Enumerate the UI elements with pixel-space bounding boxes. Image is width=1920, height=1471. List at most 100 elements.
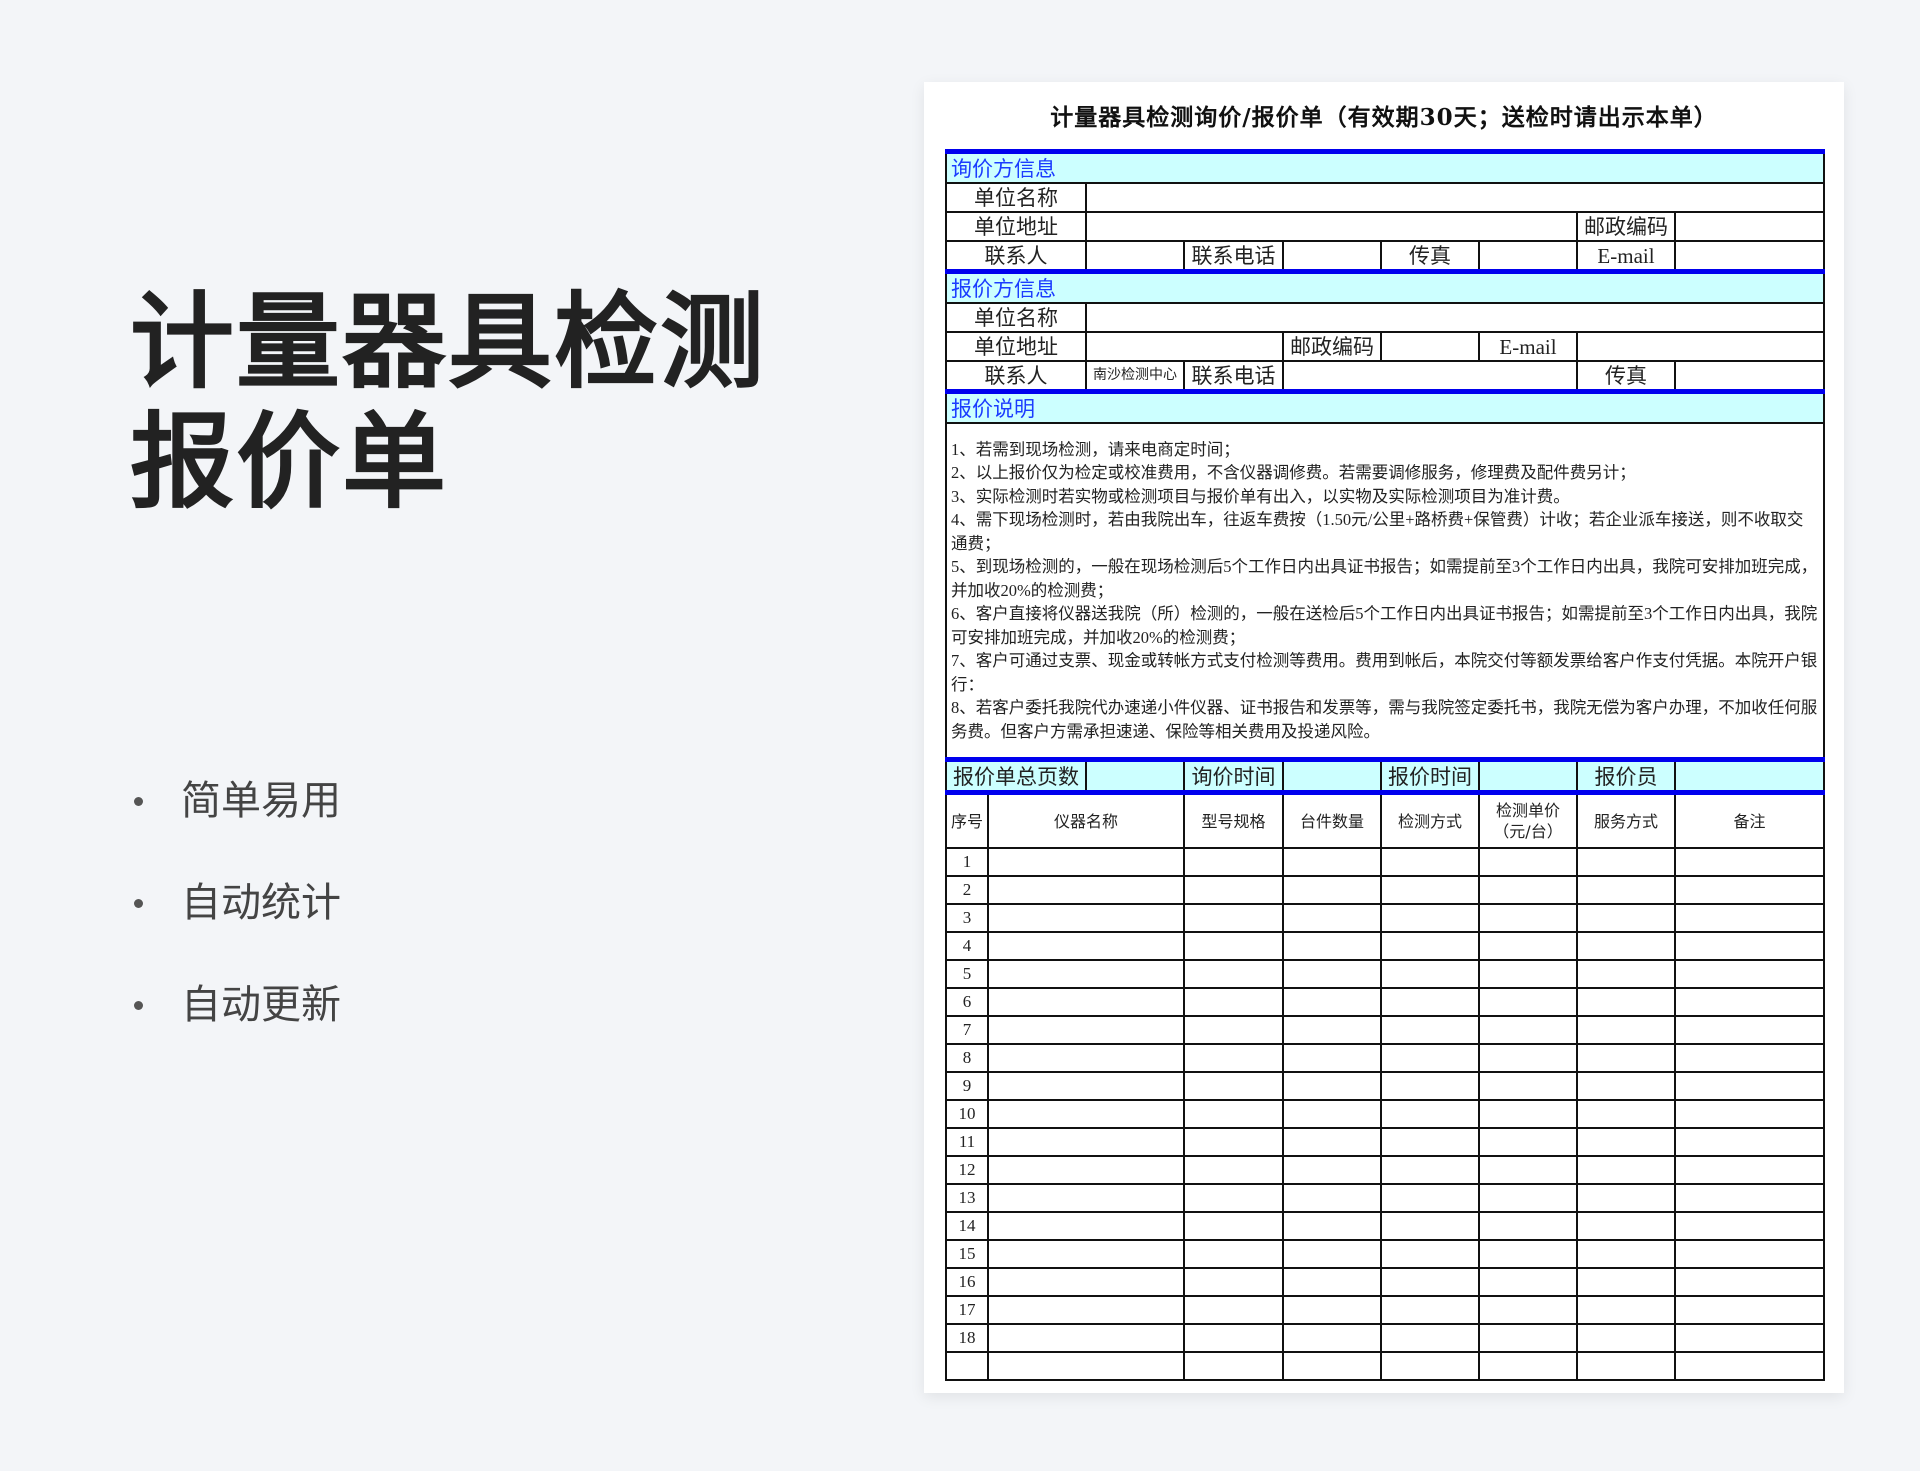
remarks-cell[interactable] [1673,1211,1826,1241]
instrument-cell[interactable] [987,875,1185,905]
model-cell[interactable] [1183,1043,1284,1073]
method-cell[interactable] [1380,1239,1480,1269]
unit-price-cell[interactable] [1478,1351,1578,1381]
quantity-cell[interactable] [1282,847,1382,877]
model-cell[interactable] [1183,1183,1284,1213]
quantity-cell[interactable] [1282,987,1382,1017]
instrument-cell[interactable] [987,1155,1185,1185]
quantity-cell[interactable] [1282,1071,1382,1101]
remarks-cell[interactable] [1673,903,1826,933]
service-cell[interactable] [1576,1351,1676,1381]
model-cell[interactable] [1183,847,1284,877]
unit-price-cell[interactable] [1478,931,1578,961]
unit-price-cell[interactable] [1478,1071,1578,1101]
method-cell[interactable] [1380,1323,1480,1353]
remarks-cell[interactable] [1673,1295,1826,1325]
quoter-fax-field[interactable] [1673,360,1826,393]
instrument-cell[interactable] [987,1071,1185,1101]
instrument-cell[interactable] [987,1127,1185,1157]
quoter-postcode-field[interactable] [1380,331,1480,362]
unit-price-cell[interactable] [1478,1015,1578,1045]
method-cell[interactable] [1380,1351,1480,1381]
model-cell[interactable] [1183,1239,1284,1269]
instrument-cell[interactable] [987,1015,1185,1045]
remarks-cell[interactable] [1673,1099,1826,1129]
quantity-cell[interactable] [1282,903,1382,933]
service-cell[interactable] [1576,987,1676,1017]
instrument-cell[interactable] [987,903,1185,933]
remarks-cell[interactable] [1673,1043,1826,1073]
service-cell[interactable] [1576,847,1676,877]
model-cell[interactable] [1183,1351,1284,1381]
quoter-email-field[interactable] [1575,331,1826,362]
inquirer-fax-field[interactable] [1478,240,1578,273]
inquirer-email-field[interactable] [1673,240,1826,273]
unit-price-cell[interactable] [1478,1127,1578,1157]
instrument-cell[interactable] [987,1267,1185,1297]
model-cell[interactable] [1183,931,1284,961]
unit-price-cell[interactable] [1478,1183,1578,1213]
remarks-cell[interactable] [1673,931,1826,961]
instrument-cell[interactable] [987,1351,1185,1381]
instrument-cell[interactable] [987,847,1185,877]
method-cell[interactable] [1380,1295,1480,1325]
instrument-cell[interactable] [987,959,1185,989]
quantity-cell[interactable] [1282,1183,1382,1213]
model-cell[interactable] [1183,1323,1284,1353]
service-cell[interactable] [1576,1295,1676,1325]
unit-price-cell[interactable] [1478,1295,1578,1325]
quantity-cell[interactable] [1282,1127,1382,1157]
service-cell[interactable] [1576,1043,1676,1073]
model-cell[interactable] [1183,1071,1284,1101]
unit-price-cell[interactable] [1478,1211,1578,1241]
unit-price-cell[interactable] [1478,1155,1578,1185]
quantity-cell[interactable] [1282,1043,1382,1073]
service-cell[interactable] [1576,1267,1676,1297]
inquirer-unit-name-field[interactable] [1084,182,1826,213]
service-cell[interactable] [1576,1239,1676,1269]
remarks-cell[interactable] [1673,987,1826,1017]
method-cell[interactable] [1380,931,1480,961]
remarks-cell[interactable] [1673,1239,1826,1269]
quantity-cell[interactable] [1282,875,1382,905]
method-cell[interactable] [1380,1267,1480,1297]
model-cell[interactable] [1183,1155,1284,1185]
instrument-cell[interactable] [987,1323,1185,1353]
remarks-cell[interactable] [1673,1323,1826,1353]
method-cell[interactable] [1380,959,1480,989]
method-cell[interactable] [1380,1099,1480,1129]
remarks-cell[interactable] [1673,1127,1826,1157]
service-cell[interactable] [1576,1323,1676,1353]
remarks-cell[interactable] [1673,1155,1826,1185]
model-cell[interactable] [1183,1267,1284,1297]
unit-price-cell[interactable] [1478,903,1578,933]
remarks-cell[interactable] [1673,1183,1826,1213]
model-cell[interactable] [1183,1015,1284,1045]
unit-price-cell[interactable] [1478,875,1578,905]
remarks-cell[interactable] [1673,1267,1826,1297]
quantity-cell[interactable] [1282,1323,1382,1353]
method-cell[interactable] [1380,1211,1480,1241]
instrument-cell[interactable] [987,987,1185,1017]
quoter-address-field[interactable] [1085,331,1284,362]
quantity-cell[interactable] [1282,959,1382,989]
model-cell[interactable] [1183,959,1284,989]
instrument-cell[interactable] [987,931,1185,961]
instrument-cell[interactable] [987,1295,1185,1325]
inquiry-time-field[interactable] [1282,757,1382,795]
method-cell[interactable] [1380,987,1480,1017]
model-cell[interactable] [1183,1295,1284,1325]
quantity-cell[interactable] [1282,1211,1382,1241]
model-cell[interactable] [1183,1211,1284,1241]
method-cell[interactable] [1380,1183,1480,1213]
service-cell[interactable] [1576,931,1676,961]
remarks-cell[interactable] [1673,1351,1826,1381]
remarks-cell[interactable] [1673,1071,1826,1101]
unit-price-cell[interactable] [1478,1099,1578,1129]
service-cell[interactable] [1576,959,1676,989]
method-cell[interactable] [1380,1155,1480,1185]
quantity-cell[interactable] [1282,1155,1382,1185]
quantity-cell[interactable] [1282,1351,1382,1381]
quantity-cell[interactable] [1282,1099,1382,1129]
unit-price-cell[interactable] [1478,987,1578,1017]
